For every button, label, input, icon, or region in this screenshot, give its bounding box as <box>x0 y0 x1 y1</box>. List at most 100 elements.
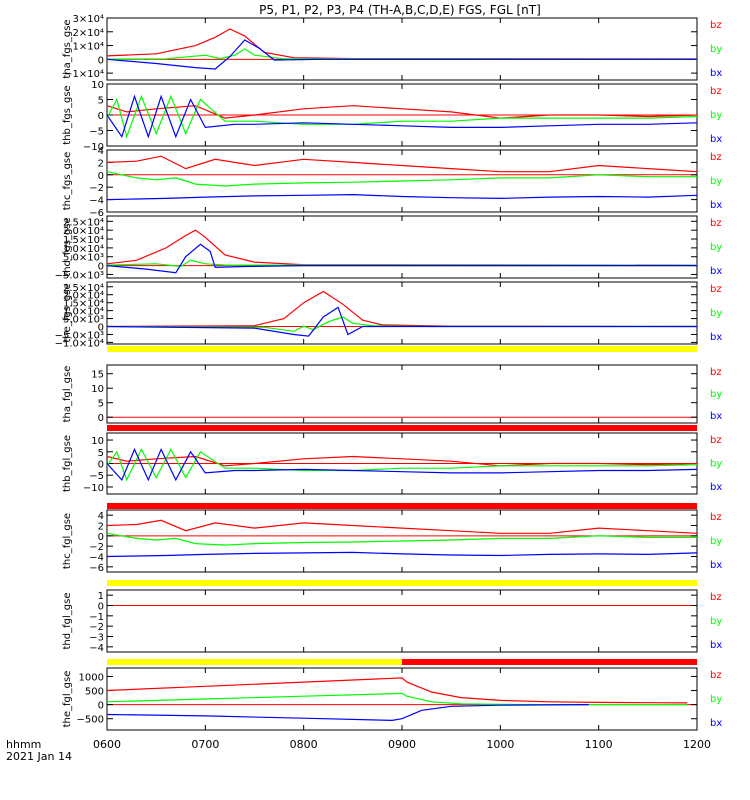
y-tick-label: 1.5×10⁴ <box>63 299 104 310</box>
y-tick-label: 0 <box>98 111 104 122</box>
series-bz <box>106 455 698 467</box>
series-by <box>106 171 697 187</box>
legend-bz: bz <box>710 152 722 163</box>
legend-bx: bx <box>710 718 722 729</box>
x-axis: 0600 0700 0800 0900 1000 1100 1200 <box>93 738 711 751</box>
status-bar-segment <box>107 503 697 509</box>
y-tick-label: 3×10⁴ <box>73 14 104 25</box>
legend-bx: bx <box>710 332 722 343</box>
y-tick-label: −1.0×10⁴ <box>55 338 104 349</box>
y-tick-label: 5.0×10³ <box>63 315 104 326</box>
legend-bz: bz <box>710 284 722 295</box>
series-bz <box>106 229 698 266</box>
series-bx <box>106 551 698 558</box>
legend-bz: bz <box>710 20 722 31</box>
legend-bx: bx <box>710 200 722 211</box>
panel-tha_fgl_gse: 15 10 5 0 tha_fgl_gse bz by bx <box>62 364 722 424</box>
y-tick-label: 0 <box>98 413 104 424</box>
legend-bz: bz <box>710 367 722 378</box>
y-tick-label: 1.5×10⁴ <box>63 235 104 246</box>
y-tick-label: 0 <box>98 323 104 334</box>
y-tick-label: 5.0×10³ <box>63 253 104 264</box>
y-tick-label: 0 <box>98 460 104 471</box>
y-tick-label: 0 <box>98 55 104 66</box>
series-bx <box>106 447 698 482</box>
y-tick-label: 1 <box>98 591 104 602</box>
legend-by: by <box>710 536 722 547</box>
y-tick-label: 500 <box>85 687 104 698</box>
legend-by: by <box>710 389 722 400</box>
x-tick-label: 0800 <box>290 738 318 751</box>
series-bz <box>106 677 688 704</box>
series-by <box>106 259 698 268</box>
y-tick-label: −10 <box>83 142 104 153</box>
panel-ylabel: thd_fgs_gse <box>62 217 73 276</box>
series-by <box>106 316 697 332</box>
panel-ylabel: the_fgl_gse <box>62 671 73 728</box>
x-tick-label: 0900 <box>388 738 416 751</box>
y-tick-label: 2.5×10⁴ <box>63 217 104 228</box>
y-tick-label: 2×10⁴ <box>73 28 104 39</box>
legend-by: by <box>710 44 722 55</box>
legend-by: by <box>710 694 722 705</box>
series-bx <box>106 39 697 70</box>
series-bz <box>106 290 698 328</box>
y-tick-label: −4 <box>89 196 104 207</box>
legend-by: by <box>710 459 722 470</box>
y-tick-label: −1 <box>89 612 104 623</box>
y-tick-label: −2 <box>89 183 104 194</box>
y-tick-label: −6 <box>89 208 104 219</box>
series-bz <box>106 28 698 60</box>
y-tick-label: 0 <box>98 701 104 712</box>
series-by <box>106 532 697 546</box>
series-bx <box>106 193 698 201</box>
legend-by: by <box>710 616 722 627</box>
y-tick-label: 2.5×10⁴ <box>63 283 104 294</box>
panel-ylabel: thc_fgl_gse <box>62 513 73 569</box>
legend-by: by <box>710 242 722 253</box>
status-bar-segment <box>107 659 402 665</box>
y-tick-label: 4 <box>98 146 104 157</box>
legend-bx: bx <box>710 134 722 145</box>
legend-bx: bx <box>710 68 722 79</box>
status-bar-segment <box>402 659 697 665</box>
y-tick-label: 2.0×10⁴ <box>63 226 104 237</box>
series-bz <box>106 519 698 534</box>
y-tick-label: 1000 <box>79 672 104 683</box>
panel-the_fgl_gse: 1000 500 0 −500 the_fgl_gse bz by bx <box>62 667 722 731</box>
series-bz <box>106 155 698 173</box>
y-tick-label: −4 <box>89 643 104 654</box>
y-tick-label: 10 <box>91 80 104 91</box>
series-bx <box>106 306 697 337</box>
panel-ylabel: thc_fgs_gse <box>62 152 73 211</box>
y-tick-label: 2 <box>98 522 104 533</box>
panel-thb_fgs_gse: 10 5 0 −5 −10 thb_fgs_gse bz by bx <box>62 80 722 153</box>
y-tick-label: −10 <box>83 483 104 494</box>
y-tick-label: 15 <box>91 370 104 381</box>
legend-bx: bx <box>710 411 722 422</box>
panel-frame <box>106 589 698 653</box>
panel-thc_fgs_gse: 42 0−2 −4−6 thc_fgs_gse bz by bx <box>62 146 722 219</box>
x-tick-label: 1200 <box>683 738 711 751</box>
series-bx <box>106 94 698 139</box>
y-tick-label: 0 <box>98 532 104 543</box>
y-tick-label: −3 <box>89 633 104 644</box>
y-tick-label: −5.0×10³ <box>55 270 104 281</box>
panel-thc_fgl_gse: 420−2−4−6 thc_fgl_gse bz by bx <box>62 509 722 574</box>
date-label: 2021 Jan 14 <box>6 750 72 763</box>
series-bz <box>106 105 698 119</box>
chart-title: P5, P1, P2, P3, P4 (TH-A,B,C,D,E) FGS, F… <box>259 3 541 17</box>
x-tick-label: 0700 <box>191 738 219 751</box>
y-tick-label: −5 <box>89 127 104 138</box>
y-tick-label: 10 <box>91 436 104 447</box>
series-by <box>106 94 698 139</box>
y-tick-label: −6 <box>89 563 104 574</box>
panel-ylabel: thb_fgl_gse <box>62 435 73 492</box>
x-axis-label: hhmm <box>6 738 41 751</box>
legend-bx: bx <box>710 482 722 493</box>
panel-frame <box>106 281 698 345</box>
panel-frame <box>106 17 698 81</box>
y-tick-label: 1.0×10⁴ <box>63 307 104 318</box>
status-bar-segment <box>107 580 697 586</box>
legend-bx: bx <box>710 266 722 277</box>
